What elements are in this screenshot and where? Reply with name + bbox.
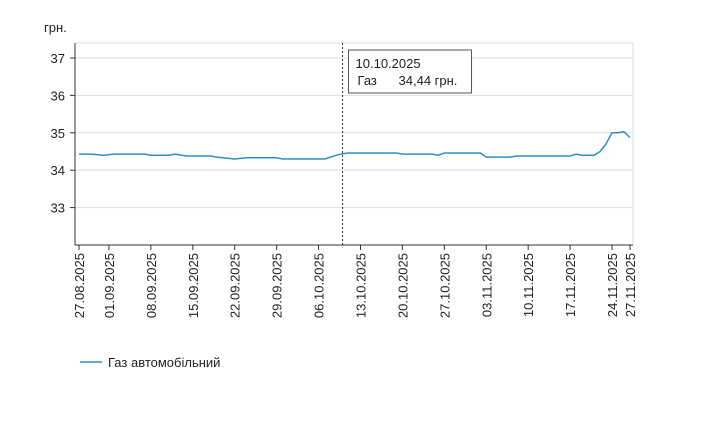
x-tick-label: 27.08.2025	[72, 253, 87, 318]
tooltip-date: 10.10.2025	[356, 56, 421, 71]
x-tick-label: 27.10.2025	[437, 253, 452, 318]
tooltip-value: 34,44 грн.	[399, 73, 458, 88]
x-tick-label: 06.10.2025	[312, 253, 327, 318]
y-axis-label: грн.	[44, 20, 67, 35]
x-tick-label: 29.09.2025	[270, 253, 285, 318]
data-line	[79, 130, 631, 160]
x-tick-label: 22.09.2025	[228, 253, 243, 318]
x-tick-label: 13.10.2025	[353, 253, 368, 318]
x-tick-label: 20.10.2025	[395, 253, 410, 318]
x-tick-label: 24.11.2025	[605, 253, 620, 317]
x-tick-label: 08.09.2025	[144, 253, 159, 318]
y-tick-label: 33	[51, 201, 65, 216]
y-tick-label: 35	[51, 126, 65, 141]
x-tick-label: 03.11.2025	[479, 253, 494, 317]
x-tick-label: 10.11.2025	[521, 253, 536, 317]
y-tick-label: 34	[51, 163, 65, 178]
x-tick-label: 01.09.2025	[102, 253, 117, 318]
x-tick-label: 15.09.2025	[186, 253, 201, 318]
tooltip-series: Газ	[358, 73, 377, 88]
y-tick-label: 36	[51, 88, 65, 103]
tooltip-box	[348, 49, 473, 94]
y-tick-label: 37	[51, 51, 65, 66]
x-tick-label: 27.11.2025	[623, 253, 638, 317]
legend-label: Газ автомобільний	[108, 355, 220, 370]
x-tick-label: 17.11.2025	[563, 253, 578, 317]
